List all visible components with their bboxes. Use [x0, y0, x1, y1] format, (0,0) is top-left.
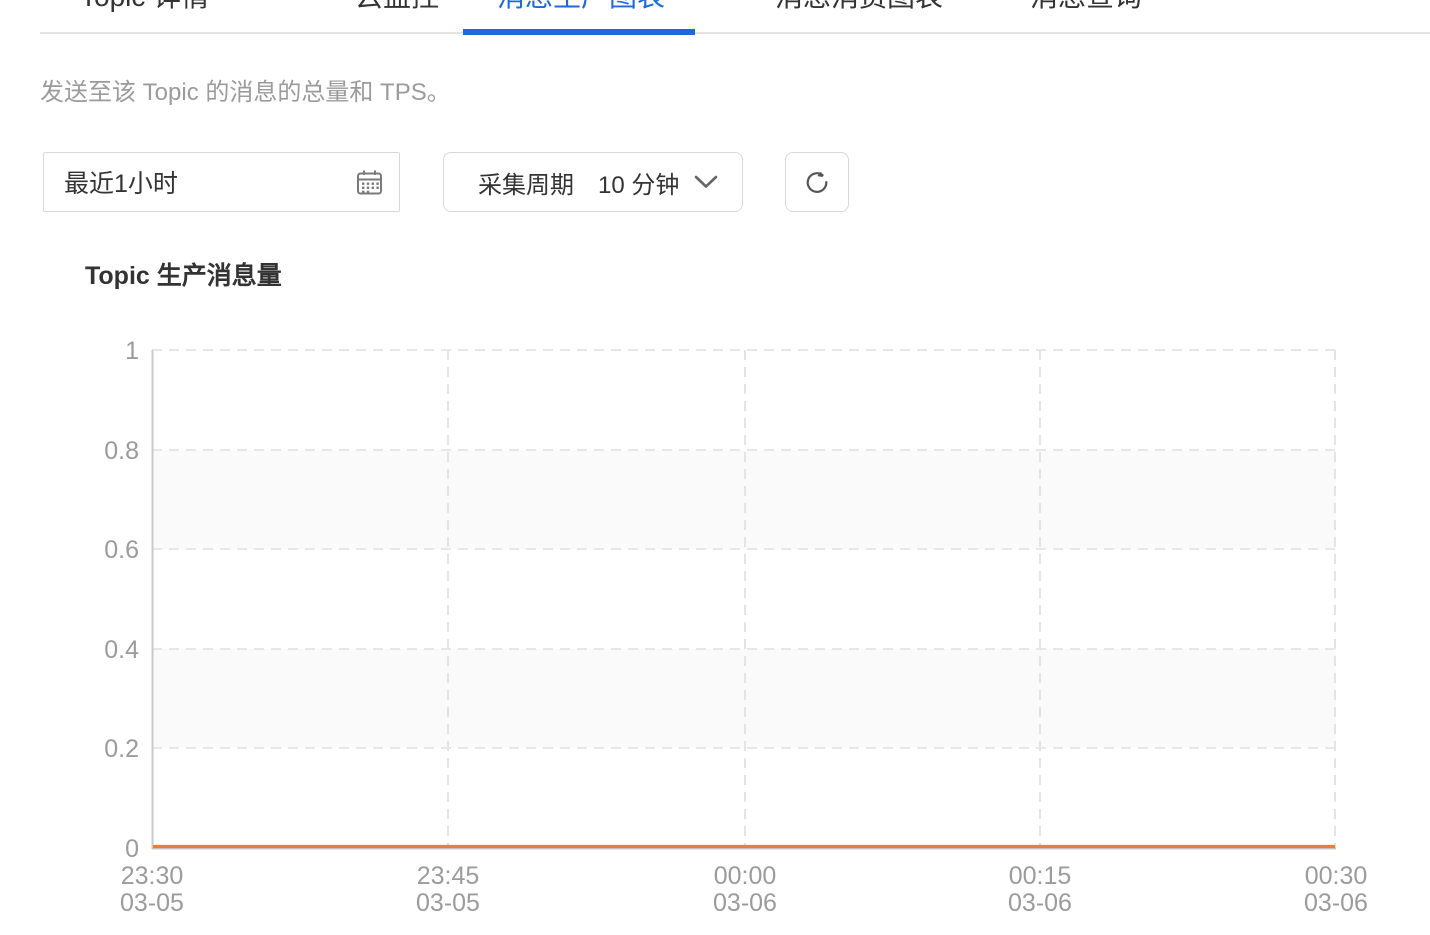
x-tick-date: 03-06 — [1304, 889, 1368, 917]
y-tick-label: 1 — [125, 337, 139, 365]
time-range-picker[interactable]: 最近1小时 — [43, 152, 400, 212]
y-tick-label: 0 — [125, 835, 139, 863]
y-tick-label: 0.4 — [104, 636, 139, 664]
vertical-gridlines — [447, 350, 1336, 848]
y-tick-label: 0.6 — [104, 536, 139, 564]
refresh-icon — [804, 169, 830, 195]
tab-message-consumption-chart[interactable]: 消息消费图表 — [775, 0, 943, 11]
y-tick-label: 0.2 — [104, 735, 139, 763]
refresh-button[interactable] — [785, 152, 849, 212]
tab-bar-divider — [40, 32, 1430, 34]
time-range-value: 最近1小时 — [64, 170, 178, 198]
chevron-down-icon — [694, 175, 718, 189]
line-chart: 1 0.8 0.6 0.4 0.2 0 23:30 03-05 23:45 03… — [0, 330, 1430, 930]
tab-message-production-chart[interactable]: 消息生产图表 — [497, 0, 665, 11]
tab-cloud-monitor[interactable]: 云监控 — [355, 0, 439, 11]
tab-topic-detail[interactable]: Topic 详情 — [80, 0, 209, 11]
axis-lines — [151, 350, 1336, 850]
x-tick-date: 03-06 — [713, 889, 777, 917]
page-description: 发送至该 Topic 的消息的总量和 TPS。 — [40, 79, 451, 106]
x-tick-time: 00:00 — [714, 862, 777, 890]
x-tick-time: 00:15 — [1009, 862, 1072, 890]
chart-title: Topic 生产消息量 — [85, 262, 282, 290]
tab-bar: Topic 详情 云监控 消息生产图表 消息消费图表 消息查询 — [0, 0, 1430, 40]
x-tick-time: 00:30 — [1305, 862, 1368, 890]
calendar-icon — [356, 169, 383, 196]
tab-message-query[interactable]: 消息查询 — [1030, 0, 1142, 11]
x-tick-time: 23:30 — [121, 862, 184, 890]
x-tick-date: 03-05 — [120, 889, 184, 917]
active-tab-underline — [463, 29, 695, 35]
collection-period-select[interactable]: 采集周期 10 分钟 — [443, 152, 743, 212]
collection-period-label: 采集周期 — [478, 171, 574, 199]
x-tick-date: 03-06 — [1008, 889, 1072, 917]
collection-period-value: 10 分钟 — [598, 171, 680, 199]
horizontal-gridlines — [152, 349, 1336, 749]
x-tick-date: 03-05 — [416, 889, 480, 917]
y-tick-label: 0.8 — [104, 437, 139, 465]
x-tick-time: 23:45 — [417, 862, 480, 890]
